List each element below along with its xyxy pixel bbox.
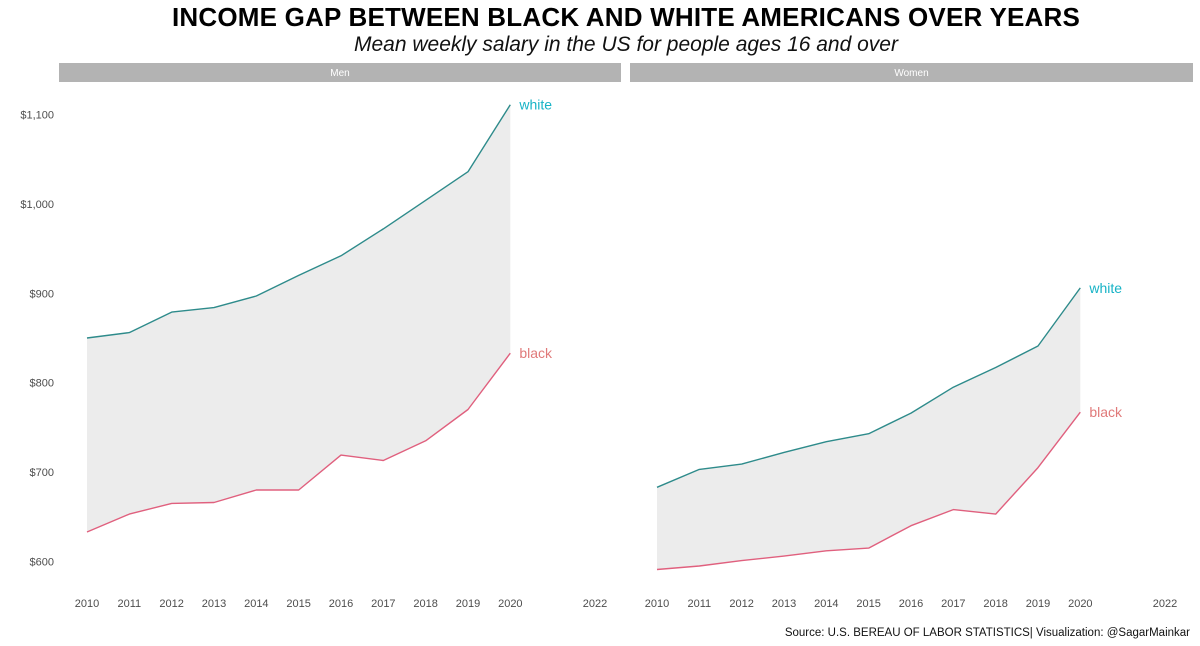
x-tick-label: 2010 bbox=[645, 598, 669, 610]
chart-subtitle: Mean weekly salary in the US for people … bbox=[354, 33, 898, 56]
facet-strip bbox=[630, 63, 1193, 82]
x-tick-label: 2017 bbox=[371, 598, 395, 610]
y-tick-label: $600 bbox=[30, 557, 54, 569]
x-tick-label: 2019 bbox=[456, 598, 480, 610]
x-tick-label: 2019 bbox=[1026, 598, 1050, 610]
x-tick-label: 2018 bbox=[983, 598, 1007, 610]
y-tick-label: $1,100 bbox=[20, 110, 54, 122]
y-tick-label: $1,000 bbox=[20, 199, 54, 211]
series-end-label-white: white bbox=[518, 97, 552, 113]
x-tick-label: 2020 bbox=[498, 598, 522, 610]
source-caption: Source: U.S. BEREAU OF LABOR STATISTICS|… bbox=[784, 627, 1190, 639]
x-tick-label: 2022 bbox=[583, 598, 607, 610]
x-axis-ticks: 2010 2011 2012 2013 2014 2015 2016 2017 2018 2019… bbox=[75, 598, 607, 610]
y-axis-ticks: $600 $700 $800 $900 $1,000 $1,100 bbox=[20, 110, 54, 569]
facet-strip-label: Men bbox=[330, 68, 349, 79]
x-tick-label: 2010 bbox=[75, 598, 99, 610]
series-end-label-white: white bbox=[1088, 280, 1122, 296]
facet-strip bbox=[59, 63, 621, 82]
gap-ribbon bbox=[87, 104, 511, 532]
x-axis-ticks: 2010 2011 2012 2013 2014 2015 2016 2017 2018 2019… bbox=[645, 598, 1177, 610]
x-tick-label: 2020 bbox=[1068, 598, 1092, 610]
x-tick-label: 2016 bbox=[329, 598, 353, 610]
gap-ribbon bbox=[657, 287, 1081, 570]
x-tick-label: 2013 bbox=[772, 598, 796, 610]
x-tick-label: 2011 bbox=[688, 598, 712, 610]
x-tick-label: 2012 bbox=[729, 598, 753, 610]
chart-title: INCOME GAP BETWEEN BLACK AND WHITE AMERI… bbox=[171, 2, 1081, 32]
series-line-black bbox=[86, 352, 511, 533]
x-tick-label: 2015 bbox=[856, 598, 880, 610]
x-tick-label: 2017 bbox=[941, 598, 965, 610]
x-tick-label: 2013 bbox=[202, 598, 226, 610]
x-tick-label: 2011 bbox=[118, 598, 142, 610]
x-tick-label: 2014 bbox=[244, 598, 268, 610]
facet-strip-label: Women bbox=[894, 68, 928, 79]
y-tick-label: $900 bbox=[30, 288, 54, 300]
y-tick-label: $800 bbox=[30, 378, 54, 390]
x-tick-label: 2018 bbox=[413, 598, 437, 610]
series-line-white bbox=[656, 287, 1081, 488]
x-tick-label: 2016 bbox=[899, 598, 923, 610]
x-tick-label: 2012 bbox=[159, 598, 183, 610]
series-end-label-black: black bbox=[1089, 404, 1123, 420]
y-tick-label: $700 bbox=[30, 467, 54, 479]
series-line-black bbox=[656, 411, 1081, 571]
x-tick-label: 2015 bbox=[286, 598, 310, 610]
x-tick-label: 2014 bbox=[814, 598, 838, 610]
series-line-white bbox=[86, 104, 511, 339]
x-tick-label: 2022 bbox=[1153, 598, 1177, 610]
series-end-label-black: black bbox=[519, 345, 553, 361]
